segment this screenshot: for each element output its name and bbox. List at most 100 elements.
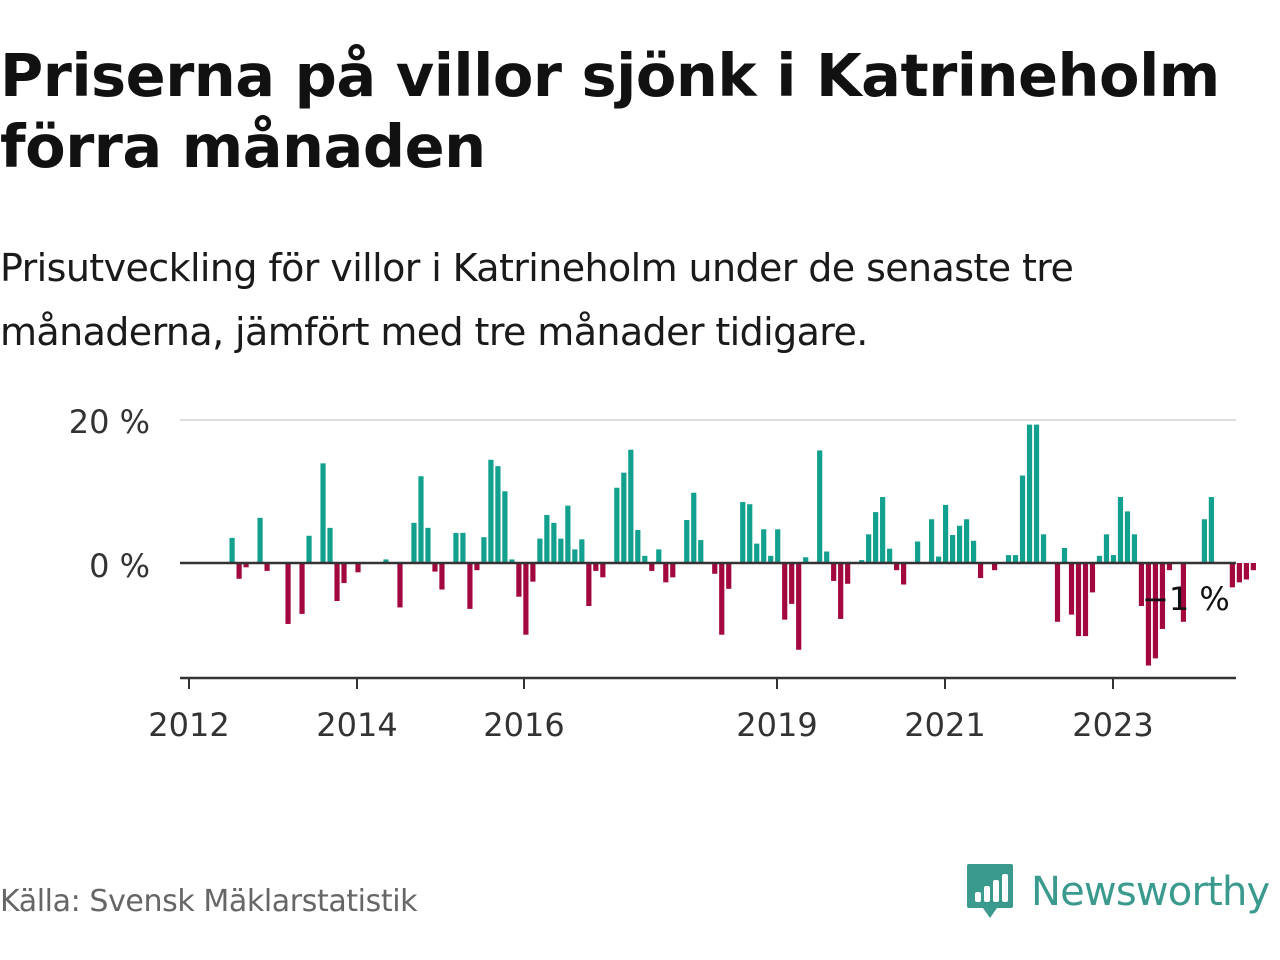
bar	[873, 512, 879, 563]
bar	[642, 555, 648, 563]
bar	[1061, 547, 1068, 563]
brand-logo[interactable]: Newsworthy	[965, 862, 1270, 922]
bar	[1103, 534, 1110, 563]
bar	[929, 519, 935, 563]
bar	[572, 549, 578, 563]
x-tick-label-2021: 2021	[904, 706, 985, 744]
bar	[558, 538, 564, 563]
bar	[474, 563, 480, 571]
bar	[621, 472, 627, 563]
bar	[355, 563, 361, 573]
bar	[817, 450, 823, 563]
bar	[691, 492, 697, 563]
bar	[942, 504, 949, 563]
bar	[264, 563, 270, 571]
bar	[901, 563, 907, 585]
bar	[502, 491, 508, 563]
bar	[740, 502, 746, 564]
bar	[1117, 497, 1124, 563]
bar	[838, 563, 844, 619]
bar	[866, 534, 872, 563]
bar	[285, 563, 291, 624]
bar	[1166, 563, 1173, 571]
bar	[1159, 563, 1166, 629]
bar	[600, 563, 606, 578]
bar	[628, 449, 634, 563]
bar	[1180, 563, 1187, 622]
bar-chart: 20 % 0 % 2012 2014 2016 2019 2021 2023 −…	[69, 403, 1256, 744]
bar	[970, 540, 977, 563]
bar	[341, 563, 347, 584]
bar	[481, 537, 487, 563]
bar	[831, 563, 837, 581]
bar	[1005, 555, 1012, 563]
bar	[698, 540, 704, 563]
bar	[991, 563, 998, 571]
bar	[327, 527, 333, 563]
bar	[397, 563, 403, 608]
bar	[684, 519, 690, 563]
brand-name: Newsworthy	[1031, 869, 1270, 915]
bar	[425, 527, 431, 563]
bar	[236, 563, 242, 579]
bar	[670, 563, 676, 578]
bar	[761, 529, 767, 563]
bar	[1082, 563, 1089, 637]
bar	[894, 563, 900, 571]
bar	[1026, 424, 1033, 563]
bar	[1243, 563, 1249, 580]
bar	[306, 535, 312, 563]
bar	[334, 563, 340, 601]
bar	[712, 563, 718, 574]
bar	[495, 466, 501, 563]
bar	[544, 514, 550, 563]
bar	[1152, 563, 1159, 659]
bar	[1096, 555, 1103, 563]
bar	[509, 559, 515, 563]
bar	[1019, 475, 1026, 563]
last-value-label: −1 %	[1142, 580, 1230, 618]
bar	[1110, 555, 1117, 563]
bar	[782, 563, 788, 620]
bar	[719, 563, 725, 635]
bar	[887, 548, 893, 563]
bar	[1236, 563, 1242, 583]
bar	[1054, 563, 1061, 622]
bar	[418, 476, 424, 563]
bar	[488, 459, 494, 563]
bar	[949, 535, 956, 563]
y-tick-label-0: 0 %	[89, 547, 150, 585]
bar	[411, 522, 417, 563]
bar	[880, 497, 886, 563]
bar	[726, 563, 732, 589]
bar	[551, 522, 557, 563]
x-tick-label-2023: 2023	[1072, 706, 1153, 744]
bar	[803, 557, 809, 563]
bar	[523, 563, 529, 635]
bar	[768, 555, 774, 563]
bar	[1145, 563, 1152, 666]
newsworthy-logo-icon	[967, 864, 1013, 918]
bar	[243, 563, 249, 568]
x-tick-label-2012: 2012	[148, 706, 229, 744]
bar	[1040, 534, 1047, 563]
bar	[593, 563, 599, 571]
bar	[796, 563, 802, 650]
bar	[1012, 555, 1019, 563]
bar	[299, 563, 305, 614]
y-tick-label-20: 20 %	[69, 403, 150, 441]
bar	[460, 532, 466, 563]
bar	[320, 463, 326, 563]
bar	[754, 543, 760, 563]
bar	[516, 563, 522, 597]
bars-group	[229, 424, 1256, 666]
bar	[1033, 424, 1040, 563]
bar	[747, 504, 753, 563]
chart-subtitle: Prisutveckling för villor i Katrineholm …	[0, 246, 1074, 354]
bar	[579, 539, 585, 563]
bar	[649, 563, 655, 571]
bar	[537, 538, 543, 563]
bar	[453, 532, 459, 563]
bar	[439, 563, 445, 590]
bar	[775, 529, 781, 563]
